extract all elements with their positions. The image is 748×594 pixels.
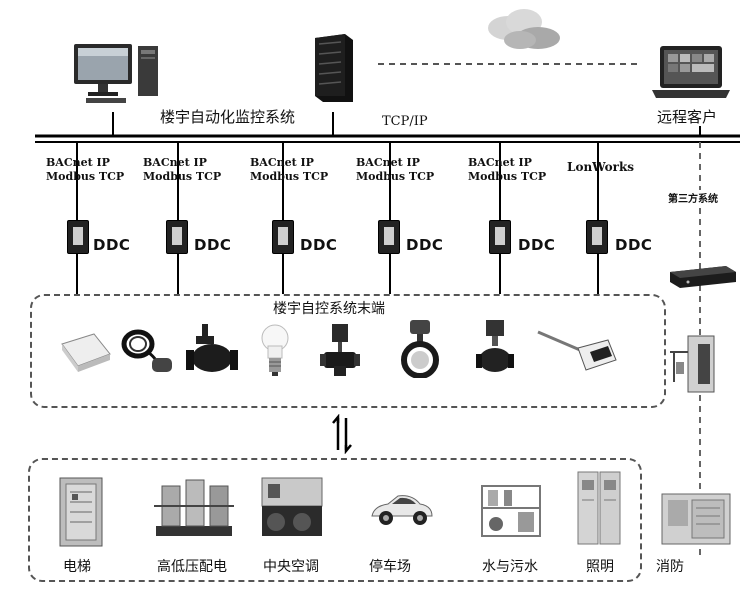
protocol-label-5: BACnet IP Modbus TCP xyxy=(468,156,547,183)
probe-sensor-icon xyxy=(536,326,618,376)
cloud-icon xyxy=(478,6,568,52)
float-switch-icon xyxy=(118,326,176,374)
bms-label: 楼宇自动化监控系统 xyxy=(160,108,296,126)
ddc-controller-icon xyxy=(586,220,608,254)
bulb-icon xyxy=(260,322,290,378)
terminal-devices-box xyxy=(30,294,666,408)
ddc-controller-icon xyxy=(489,220,511,254)
laptop-icon xyxy=(650,44,732,104)
third-party-equipment-icon xyxy=(668,332,724,394)
equipment-label-lighting: 照明 xyxy=(586,559,614,575)
ddc-controller-icon xyxy=(166,220,188,254)
equipment-label-parking: 停车场 xyxy=(369,559,411,575)
third-party-label: 第三方系统 xyxy=(668,190,718,205)
actuator-valve-icon xyxy=(318,322,364,378)
chiller-icon xyxy=(258,474,326,542)
car-icon xyxy=(368,490,436,528)
equipment-label-water: 水与污水 xyxy=(482,559,538,575)
network-label: TCP/IP xyxy=(382,114,428,129)
sensor-box-icon xyxy=(60,332,112,374)
ddc-label: DDC xyxy=(518,236,556,254)
ddc-controller-icon xyxy=(272,220,294,254)
bidirectional-arrow-icon xyxy=(332,413,352,455)
control-valve-icon xyxy=(472,318,518,378)
server-icon xyxy=(311,32,357,104)
ddc-label: DDC xyxy=(406,236,444,254)
equipment-label-power: 高低压配电 xyxy=(157,559,227,575)
equipment-label-fire: 消防 xyxy=(656,559,684,575)
protocol-label-6: LonWorks xyxy=(567,160,635,174)
protocol-label-2: BACnet IP Modbus TCP xyxy=(143,156,222,183)
valve-icon xyxy=(184,322,240,376)
lighting-cabinet-icon xyxy=(576,470,624,546)
workstation-icon xyxy=(72,42,162,104)
terminal-title: 楼宇自控系统末端 xyxy=(273,301,385,317)
ddc-label: DDC xyxy=(615,236,653,254)
ddc-label: DDC xyxy=(93,236,131,254)
ddc-label: DDC xyxy=(300,236,338,254)
water-system-icon xyxy=(478,478,544,542)
protocol-label-3: BACnet IP Modbus TCP xyxy=(250,156,329,183)
elevator-cabinet-icon xyxy=(58,476,104,548)
protocol-label-4: BACnet IP Modbus TCP xyxy=(356,156,435,183)
equipment-box xyxy=(28,458,642,582)
fire-panel-icon xyxy=(660,490,732,548)
protocol-label-1: BACnet IP Modbus TCP xyxy=(46,156,125,183)
remote-client-label: 远程客户 xyxy=(657,108,718,126)
ddc-controller-icon xyxy=(378,220,400,254)
ddc-label: DDC xyxy=(194,236,232,254)
equipment-label-hvac: 中央空调 xyxy=(263,559,319,575)
ddc-controller-icon xyxy=(67,220,89,254)
equipment-label-elevator: 电梯 xyxy=(63,559,91,575)
power-distribution-icon xyxy=(152,476,236,544)
butterfly-valve-icon xyxy=(398,318,444,379)
third-party-device-icon xyxy=(668,262,738,290)
